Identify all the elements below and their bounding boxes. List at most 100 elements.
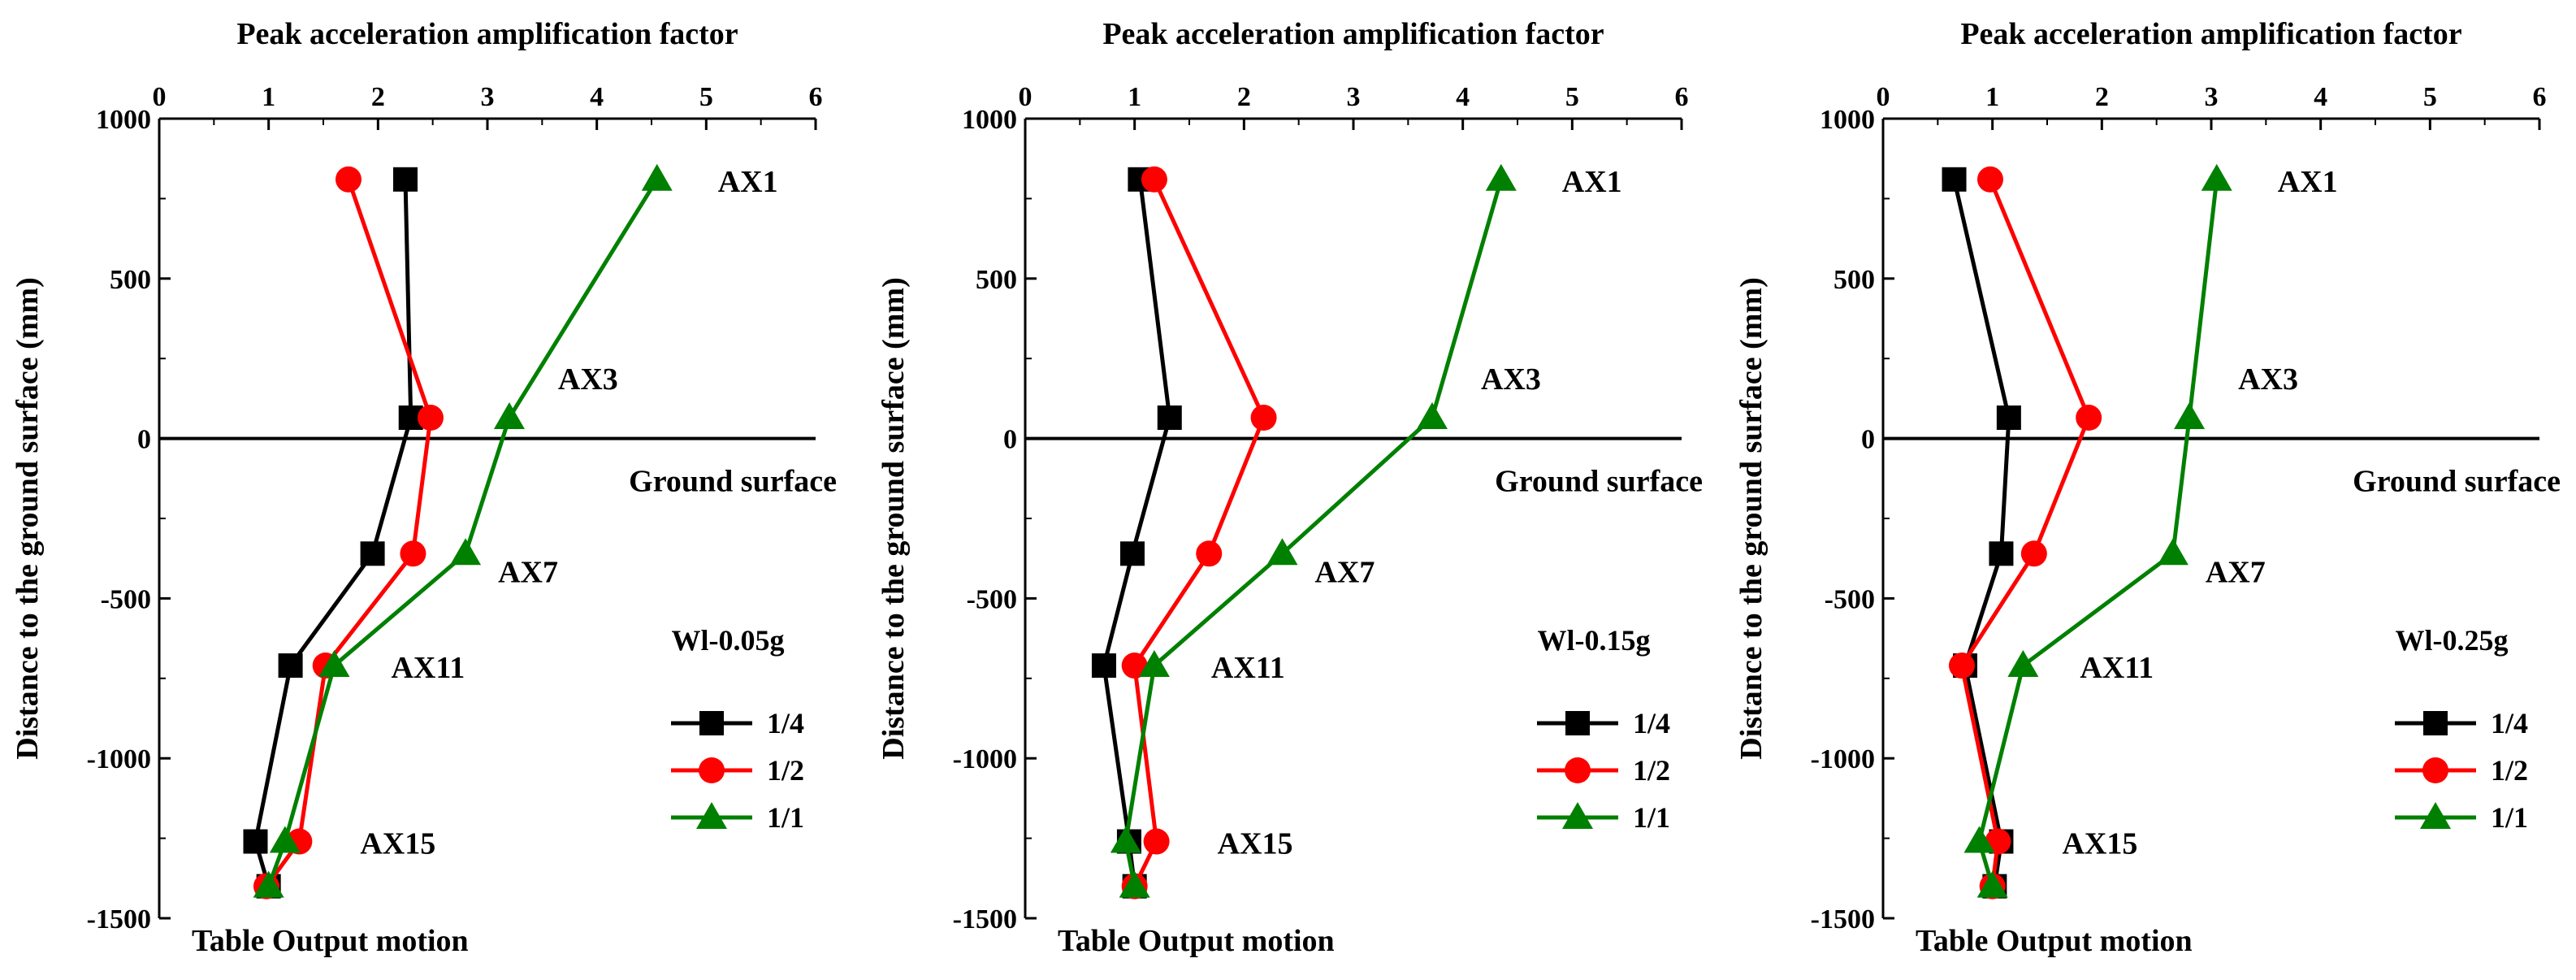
series-3	[253, 163, 673, 898]
data-point	[1976, 870, 2008, 898]
table-output-label: Table Output motion	[1058, 924, 1335, 958]
y-tick-label: 0	[137, 425, 151, 455]
point-annotation: AX15	[360, 827, 435, 861]
chart-title: Peak acceleration amplification factor	[236, 17, 738, 51]
data-point	[335, 166, 362, 193]
data-point	[1976, 166, 2003, 193]
x-tick-label: 3	[1347, 82, 1361, 112]
data-point	[1266, 538, 1298, 566]
legend-item-1: 1/4	[1537, 707, 1670, 739]
legend-marker	[699, 711, 724, 735]
series-line	[1952, 179, 2011, 887]
series-3	[1963, 163, 2232, 898]
y-tick-label: 0	[1861, 425, 1875, 455]
series-line	[266, 178, 659, 887]
x-tick-label: 3	[2205, 82, 2219, 112]
data-point	[1250, 405, 1277, 431]
data-point	[243, 829, 268, 854]
x-tick-label: 2	[371, 82, 385, 112]
legend-label: 1/2	[1633, 754, 1670, 787]
x-tick-label: 1	[1128, 82, 1141, 112]
data-point	[318, 650, 350, 678]
data-point	[1942, 167, 1967, 192]
x-tick-label: 6	[2533, 82, 2547, 112]
point-annotation: AX11	[391, 651, 465, 685]
y-tick-label: -500	[967, 584, 1017, 614]
series-line	[1976, 179, 2219, 887]
ground-surface-label: Ground surface	[2353, 465, 2561, 499]
series-1	[1091, 167, 1182, 899]
series-line	[253, 179, 413, 887]
point-annotation: AX1	[718, 165, 778, 199]
y-tick-label: -1500	[1811, 904, 1875, 934]
y-tick-label: 500	[976, 265, 1017, 295]
legend-title: Wl-0.15g	[1538, 624, 1651, 657]
y-axis-label: Distance to the ground surface (mm)	[1734, 277, 1769, 760]
x-tick-label: 6	[809, 82, 823, 112]
y-tick-label: -1500	[953, 904, 1017, 934]
legend-marker	[1565, 757, 1591, 783]
y-tick-label: -1000	[87, 744, 151, 774]
x-tick-label: 3	[481, 82, 495, 112]
x-tick-label: 1	[1985, 82, 1999, 112]
ground-surface-label: Ground surface	[629, 465, 837, 499]
y-tick-label: -1000	[953, 744, 1017, 774]
series-line	[1123, 179, 1504, 887]
legend-title: Wl-0.25g	[2396, 624, 2509, 657]
series-line	[1959, 178, 2091, 887]
table-output-label: Table Output motion	[1916, 924, 2193, 958]
data-point	[1485, 163, 1517, 191]
legend-marker	[2423, 711, 2448, 735]
data-point	[1121, 653, 1148, 679]
data-point	[269, 826, 301, 853]
legend-item-2: 1/2	[2395, 754, 2528, 787]
x-tick-label: 5	[1565, 82, 1579, 112]
legend-item-3: 1/1	[671, 801, 804, 834]
point-annotation: AX1	[1562, 165, 1622, 199]
x-tick-label: 1	[262, 82, 275, 112]
data-point	[1119, 541, 1145, 566]
data-point	[1196, 540, 1223, 567]
series-1	[1942, 167, 2021, 899]
series-2	[1121, 166, 1277, 900]
x-tick-label: 2	[2095, 82, 2109, 112]
data-point	[1963, 826, 1995, 853]
data-point	[1110, 826, 1141, 853]
legend-item-1: 1/4	[671, 707, 804, 739]
y-tick-label: 1000	[1820, 105, 1875, 135]
legend-label: 1/4	[2491, 707, 2528, 739]
point-annotation: AX7	[498, 555, 558, 589]
data-point	[1996, 405, 2021, 431]
data-point	[1119, 870, 1150, 898]
point-annotation: AX7	[2206, 555, 2266, 589]
data-point	[417, 405, 444, 431]
legend-item-2: 1/2	[1537, 754, 1670, 787]
data-point	[1141, 166, 1167, 193]
series-2	[253, 166, 444, 900]
data-point	[1948, 653, 1975, 679]
legend-marker	[2420, 802, 2451, 829]
legend-item-2: 1/2	[671, 754, 804, 787]
data-point	[400, 540, 426, 567]
y-tick-label: 1000	[96, 105, 151, 135]
table-output-label: Table Output motion	[192, 924, 469, 958]
legend-label: 1/4	[1633, 707, 1670, 739]
legend-marker	[1565, 711, 1590, 735]
y-tick-label: -1500	[87, 904, 151, 934]
chart-panel-1: Peak acceleration amplification factor 0 1…	[11, 17, 837, 958]
legend-item-3: 1/1	[1537, 801, 1670, 834]
point-annotation: AX15	[1218, 827, 1293, 861]
legend-marker	[699, 757, 725, 783]
data-point	[1989, 541, 2014, 566]
x-tick-label: 5	[2423, 82, 2437, 112]
x-tick-label: 0	[1877, 82, 1890, 112]
x-tick-label: 0	[1019, 82, 1033, 112]
data-point	[2157, 538, 2189, 566]
data-point	[450, 538, 482, 566]
point-annotation: AX3	[1481, 362, 1541, 397]
data-point	[2076, 405, 2102, 431]
legend-label: 1/4	[767, 707, 804, 739]
data-point	[2201, 163, 2232, 191]
x-tick-label: 4	[1456, 82, 1470, 112]
